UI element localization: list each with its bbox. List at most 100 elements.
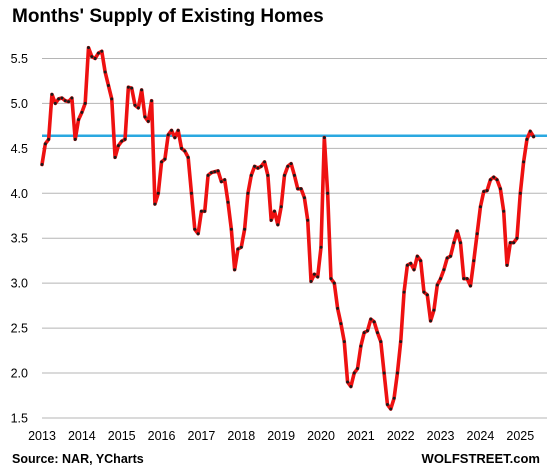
data-point [462, 277, 466, 281]
data-point [369, 317, 373, 321]
data-point [130, 86, 134, 90]
data-point [80, 110, 84, 114]
data-point [435, 283, 439, 287]
y-tick-label: 3.5 [11, 232, 28, 246]
data-point [73, 137, 77, 141]
y-tick-label: 2.0 [11, 367, 28, 381]
data-point [136, 106, 140, 110]
data-point [282, 173, 286, 177]
x-tick-label: 2016 [148, 429, 176, 443]
data-point [492, 175, 496, 179]
data-point [336, 306, 340, 310]
data-point [269, 218, 273, 222]
data-point [110, 97, 114, 101]
x-tick-label: 2014 [68, 429, 96, 443]
x-tick-label: 2024 [467, 429, 495, 443]
data-point [382, 371, 386, 375]
data-point [170, 128, 174, 132]
data-point [146, 119, 150, 123]
data-point [395, 371, 399, 375]
data-point [226, 200, 230, 204]
data-point [515, 236, 519, 240]
data-point [103, 70, 107, 74]
data-point [319, 245, 323, 249]
data-point [106, 83, 110, 87]
data-point [306, 218, 310, 222]
data-point [299, 187, 303, 191]
data-point [468, 284, 472, 288]
gridlines [42, 57, 547, 419]
data-point [405, 263, 409, 267]
x-tick-label: 2021 [347, 429, 375, 443]
data-point [216, 169, 220, 173]
data-point [525, 137, 529, 141]
data-point [83, 101, 87, 105]
data-point [223, 178, 227, 182]
data-point [349, 385, 353, 389]
data-point [449, 254, 453, 258]
data-point [385, 403, 389, 407]
data-point [140, 88, 144, 92]
data-point [239, 245, 243, 249]
data-point [498, 187, 502, 191]
series-markers [40, 46, 536, 411]
data-point [302, 196, 306, 200]
data-point [292, 173, 296, 177]
data-point [176, 128, 180, 132]
data-point [116, 144, 120, 148]
data-point [412, 268, 416, 272]
data-point [296, 187, 300, 191]
y-tick-label: 4.0 [11, 187, 28, 201]
data-point [439, 277, 443, 281]
data-point [359, 344, 363, 348]
data-point [312, 272, 316, 276]
data-point [100, 49, 104, 53]
data-point [43, 142, 47, 146]
x-tick-label: 2023 [427, 429, 455, 443]
x-axis-ticks: 2013 2014 2015 2016 2017 2018 2019 2020 2021 2022… [28, 429, 534, 443]
data-point [186, 155, 190, 159]
data-point [193, 227, 197, 231]
data-point [445, 256, 449, 260]
data-point [329, 277, 333, 281]
data-point [326, 191, 330, 195]
data-point [77, 118, 81, 122]
data-point [522, 160, 526, 164]
data-point [409, 261, 413, 265]
data-point [259, 164, 263, 168]
data-point [246, 191, 250, 195]
data-point [183, 149, 187, 153]
y-tick-label: 1.5 [11, 412, 28, 426]
data-point [392, 396, 396, 400]
data-point [322, 136, 326, 140]
data-point [459, 241, 463, 245]
data-point [309, 279, 313, 283]
source-note: Source: NAR, YCharts [12, 452, 144, 466]
x-tick-label: 2017 [188, 429, 216, 443]
data-point [485, 189, 489, 193]
data-point [505, 263, 509, 267]
data-point [425, 293, 429, 297]
data-point [263, 160, 267, 164]
data-point [502, 209, 506, 213]
data-point [243, 227, 247, 231]
data-point [180, 146, 183, 150]
data-point [372, 320, 376, 324]
data-point [465, 277, 469, 281]
chart-title: Months' Supply of Existing Homes [12, 6, 324, 27]
data-point [273, 209, 276, 213]
data-point [156, 191, 160, 195]
data-point [199, 209, 203, 213]
x-tick-label: 2020 [307, 429, 335, 443]
data-point [415, 254, 419, 258]
data-point [120, 139, 124, 143]
data-point [286, 164, 290, 168]
data-point [419, 259, 423, 263]
data-point [289, 162, 293, 166]
watermark: WOLFSTREET.com [421, 451, 540, 466]
data-point [67, 100, 71, 104]
x-tick-label: 2013 [28, 429, 56, 443]
data-point [113, 155, 117, 159]
data-point [229, 227, 233, 231]
